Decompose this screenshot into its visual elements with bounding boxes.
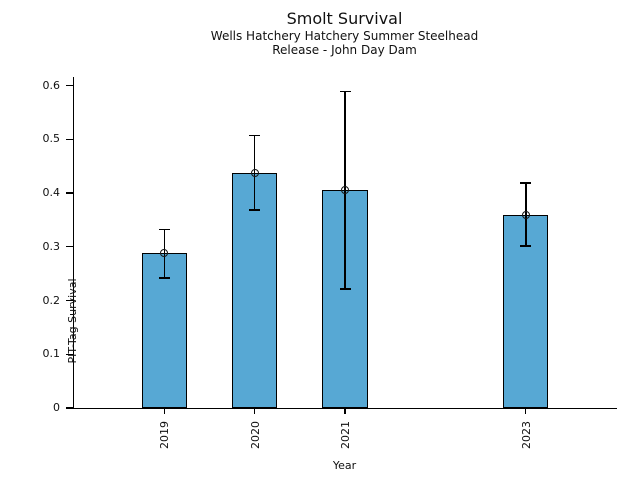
chart-subtitle-line2: Release - John Day Dam: [272, 43, 417, 58]
y-tick-label: 0.6: [42, 78, 61, 92]
error-cap-bottom-2019: [158, 277, 170, 279]
x-tick-label-2021: 2021: [338, 421, 352, 449]
x-axis-label: Year: [332, 459, 357, 472]
y-axis-tick: [65, 246, 73, 248]
y-tick-label: 0.1: [42, 347, 61, 361]
x-tick-label-2023: 2023: [519, 421, 533, 449]
bar-2023: [503, 215, 549, 408]
x-axis-tick-2020: [254, 409, 256, 415]
y-tick-label: 0.4: [42, 186, 61, 200]
y-tick-label: 0: [53, 401, 60, 414]
marker-2019: [160, 249, 169, 258]
y-axis-tick: [65, 299, 73, 302]
y-axis-tick: [65, 84, 73, 87]
y-axis-tick: [65, 353, 73, 355]
marker-2020: [250, 169, 259, 178]
bar-2020: [232, 173, 278, 408]
y-axis-label: PIT-Tag Survival: [66, 278, 79, 364]
error-cap-top-2020: [249, 134, 261, 137]
marker-2023: [521, 211, 530, 220]
x-tick-label-2019: 2019: [157, 421, 171, 449]
chart-subtitle-line1: Wells Hatchery Hatchery Summer Steelhead: [210, 28, 479, 43]
error-cap-bottom-2020: [249, 209, 261, 212]
x-axis-tick-2019: [163, 409, 165, 415]
error-cap-top-2021: [339, 90, 351, 93]
chart-title: Smolt Survival: [286, 9, 403, 28]
error-cap-bottom-2023: [520, 244, 532, 247]
y-axis-tick: [65, 138, 73, 140]
y-axis-tick: [65, 192, 73, 194]
y-tick-label: 0.2: [42, 293, 61, 307]
x-axis-tick-2023: [525, 409, 527, 415]
bar-2019: [141, 253, 187, 408]
y-axis-tick: [65, 407, 73, 409]
y-tick-label: 0.5: [42, 132, 61, 146]
x-axis-tick-2021: [344, 409, 346, 415]
marker-2021: [341, 185, 350, 194]
plot-area: PIT-Tag Survival 0 0.1 0.2 0.3 0.4 0.5 0.6 2019…: [43, 77, 617, 449]
y-tick-label: 0.3: [42, 239, 61, 253]
x-tick-label-2020: 2020: [248, 421, 262, 449]
error-cap-top-2019: [158, 228, 170, 231]
chart-header: Smolt Survival Wells Hatchery Hatchery S…: [73, 9, 616, 58]
error-cap-top-2023: [520, 182, 532, 184]
error-cap-bottom-2021: [339, 287, 351, 290]
